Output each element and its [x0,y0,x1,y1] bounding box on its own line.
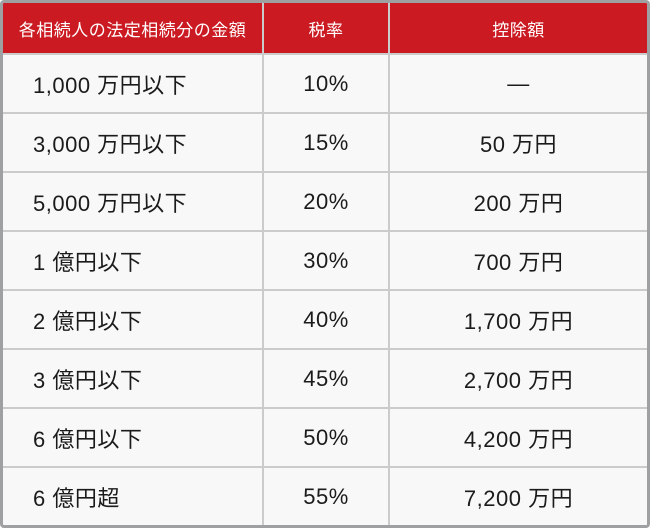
header-row: 各相続人の法定相続分の金額 税率 控除額 [3,3,647,55]
table-row: 2 億円以下 40% 1,700 万円 [3,289,647,350]
table-header: 各相続人の法定相続分の金額 税率 控除額 [3,3,647,55]
table-row: 1,000 万円以下 10% — [3,53,647,114]
header-cell-tax-rate: 税率 [262,3,390,55]
inheritance-tax-rate-table: 各相続人の法定相続分の金額 税率 控除額 1,000 万円以下 10% —3,000… [3,3,647,525]
cell-deduction: 4,200 万円 [388,407,647,468]
table-row: 5,000 万円以下 20% 200 万円 [3,171,647,232]
cell-tax-rate: 15% [262,112,390,173]
cell-deduction: 2,700 万円 [388,348,647,409]
cell-tax-rate: 50% [262,407,390,468]
cell-tax-rate: 30% [262,230,390,291]
cell-deduction: 50 万円 [388,112,647,173]
table-row: 3 億円以下 45% 2,700 万円 [3,348,647,409]
table-body: 1,000 万円以下 10% —3,000 万円以下 15% 50 万円 5,000 万円… [3,53,647,525]
cell-amount: 1 億円以下 [3,230,264,291]
cell-deduction: — [388,53,647,114]
cell-tax-rate: 10% [262,53,390,114]
cell-amount: 1,000 万円以下 [3,53,264,114]
cell-tax-rate: 45% [262,348,390,409]
table-row: 6 億円以下 50% 4,200 万円 [3,407,647,468]
cell-amount: 6 億円以下 [3,407,264,468]
cell-deduction: 200 万円 [388,171,647,232]
cell-amount: 2 億円以下 [3,289,264,350]
header-cell-deduction: 控除額 [388,3,647,55]
cell-amount: 3,000 万円以下 [3,112,264,173]
table-row: 3,000 万円以下 15% 50 万円 [3,112,647,173]
cell-tax-rate: 40% [262,289,390,350]
cell-tax-rate: 20% [262,171,390,232]
cell-tax-rate: 55% [262,466,390,525]
cell-deduction: 1,700 万円 [388,289,647,350]
cell-amount: 3 億円以下 [3,348,264,409]
cell-deduction: 7,200 万円 [388,466,647,525]
cell-amount: 5,000 万円以下 [3,171,264,232]
cell-deduction: 700 万円 [388,230,647,291]
cell-amount: 6 億円超 [3,466,264,525]
table-row: 6 億円超 55% 7,200 万円 [3,466,647,525]
table-row: 1 億円以下 30% 700 万円 [3,230,647,291]
header-cell-amount: 各相続人の法定相続分の金額 [3,3,264,55]
